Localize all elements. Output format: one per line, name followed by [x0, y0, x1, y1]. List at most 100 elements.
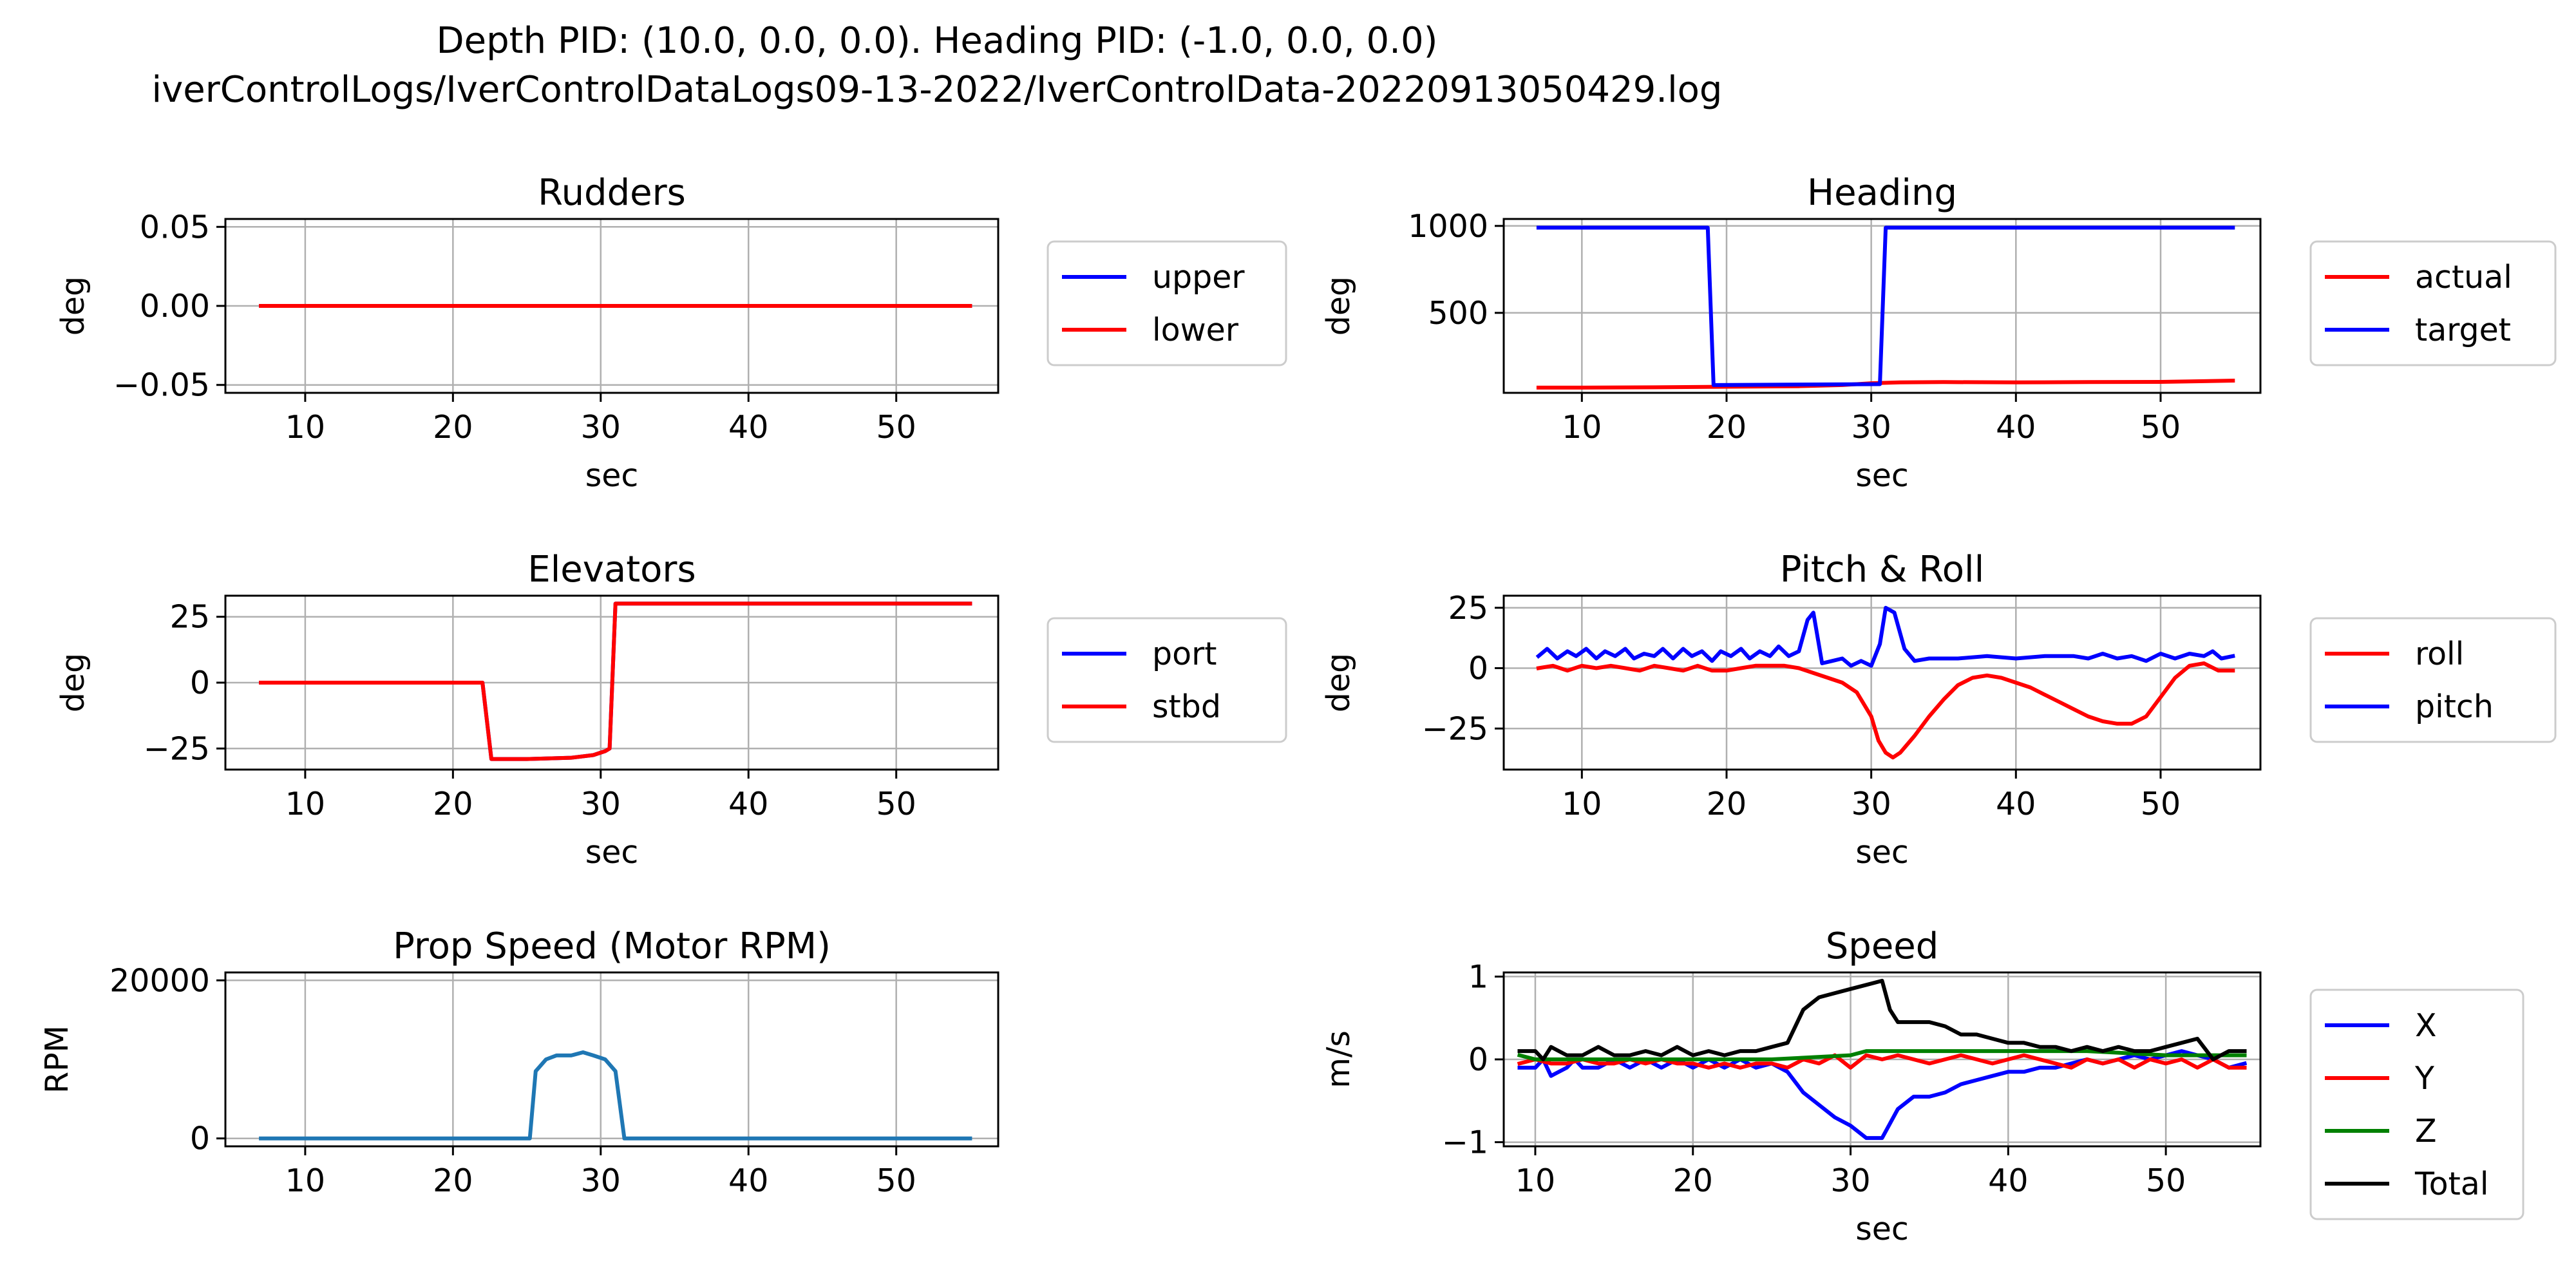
y-tick-label: 0.00 [140, 288, 210, 325]
y-axis-label: RPM [39, 1025, 75, 1094]
axes-frame [224, 971, 999, 1148]
subplot-5: 10 20 30 40 50 −1 0 1 Speed sec m/s XYZ Total [1320, 925, 2524, 1247]
x-tick-label: 30 [581, 786, 621, 822]
legend-box [2309, 240, 2557, 366]
axes-frame [1502, 218, 2262, 394]
legend-label-x: X [2415, 1007, 2437, 1044]
subplot-title: Speed [1826, 925, 1939, 967]
x-axis-label: sec [1855, 834, 1909, 871]
subplot-title: Rudders [538, 172, 686, 214]
figure-title: Depth PID: (10.0, 0.0, 0.0). Heading PID… [436, 20, 1438, 62]
x-tick-label: 50 [2141, 786, 2181, 822]
x-tick-label: 30 [581, 409, 621, 446]
x-tick-label: 50 [876, 409, 916, 446]
figure-subtitle: iverControlLogs/IverControlDataLogs09-13… [151, 69, 1723, 111]
series-line-x [1517, 1049, 2248, 1141]
x-tick-label: 40 [1996, 409, 2036, 446]
legend-box [2309, 617, 2557, 743]
legend-label-lower: lower [1152, 312, 1239, 348]
legend-label-target: target [2415, 312, 2511, 348]
legend-label-total: Total [2414, 1166, 2488, 1202]
y-tick-label: 0 [1468, 650, 1488, 687]
x-tick-label: 10 [285, 786, 325, 822]
subplot-0: 10 20 30 40 50 −0.05 0.00 0.05 Rudders sec deg uppe… [55, 172, 1287, 494]
y-tick-label: 25 [1448, 590, 1488, 627]
x-tick-label: 10 [1562, 786, 1602, 822]
y-axis-label: deg [55, 276, 91, 336]
x-tick-label: 30 [1851, 786, 1891, 822]
legend-box [1046, 240, 1287, 366]
series-line-z [1517, 1049, 2247, 1061]
y-tick-label: 25 [170, 599, 210, 636]
x-axis-label: sec [585, 457, 639, 494]
subplot-1: 10 20 30 40 50 500 1000 Heading sec deg actual targ… [1320, 172, 2557, 494]
legend-label-roll: roll [2415, 636, 2464, 672]
x-tick-label: 50 [2146, 1162, 2186, 1199]
x-tick-label: 10 [285, 1162, 325, 1199]
y-axis-label: deg [1320, 653, 1357, 712]
x-axis-label: sec [1855, 457, 1909, 494]
x-tick-label: 10 [1515, 1162, 1555, 1199]
x-tick-label: 20 [1707, 409, 1747, 446]
legend-label-stbd: stbd [1152, 688, 1221, 725]
y-tick-label: 20000 [109, 962, 210, 999]
series-line-pitch [1535, 605, 2235, 668]
y-tick-label: 500 [1428, 295, 1488, 332]
subplot-2: 10 20 30 40 50 −25 0 25 Elevators sec deg port stbd [55, 549, 1287, 871]
x-tick-label: 40 [728, 409, 768, 446]
series-line-target [1536, 225, 2235, 387]
x-tick-label: 30 [581, 1162, 621, 1199]
legend-label-port: port [1152, 636, 1217, 672]
x-tick-label: 10 [1562, 409, 1602, 446]
y-tick-label: 0 [190, 1121, 210, 1157]
x-tick-label: 40 [1996, 786, 2036, 822]
x-axis-label: sec [1855, 1211, 1909, 1247]
series-line-roll [1536, 661, 2235, 760]
x-tick-label: 30 [1830, 1162, 1870, 1199]
x-tick-label: 20 [1707, 786, 1747, 822]
y-tick-label: 1000 [1408, 208, 1488, 245]
legend-label-z: Z [2415, 1113, 2437, 1150]
x-tick-label: 40 [728, 1162, 768, 1199]
subplot-title: Elevators [527, 549, 696, 591]
legend-box [2309, 989, 2524, 1220]
y-tick-label: −25 [1422, 710, 1488, 747]
subplot-4: 10 20 30 40 50 0 20000 Prop Speed (Motor RPM) RP… [39, 925, 999, 1199]
axes-frame [1502, 594, 2262, 771]
x-tick-label: 20 [433, 1162, 473, 1199]
x-tick-label: 30 [1851, 409, 1891, 446]
x-tick-label: 40 [1988, 1162, 2028, 1199]
x-tick-label: 20 [433, 786, 473, 822]
x-tick-label: 50 [2141, 409, 2181, 446]
legend-box [1046, 617, 1287, 743]
legend-label-pitch: pitch [2415, 688, 2494, 725]
series-line-actual [1536, 379, 2235, 390]
x-tick-label: 50 [876, 786, 916, 822]
x-tick-label: 50 [876, 1162, 916, 1199]
y-axis-label: m/s [1320, 1030, 1357, 1088]
legend-label-y: Y [2414, 1060, 2435, 1097]
y-tick-label: 0 [190, 665, 210, 701]
y-tick-label: −0.05 [113, 367, 210, 404]
subplot-3: 10 20 30 40 50 −25 0 25 Pitch & Roll sec deg roll pi… [1320, 549, 2557, 871]
x-tick-label: 20 [1673, 1162, 1713, 1199]
x-tick-label: 20 [433, 409, 473, 446]
x-axis-label: sec [585, 834, 639, 871]
legend-label-actual: actual [2415, 259, 2512, 296]
y-tick-label: −25 [144, 730, 210, 767]
y-tick-label: 0 [1468, 1041, 1488, 1078]
x-tick-label: 10 [285, 409, 325, 446]
y-tick-label: 1 [1468, 958, 1488, 995]
y-tick-label: −1 [1442, 1124, 1488, 1161]
y-axis-label: deg [55, 653, 91, 712]
series-line-stbd [259, 601, 972, 761]
subplot-title: Heading [1807, 172, 1957, 214]
subplot-title: Pitch & Roll [1780, 549, 1984, 591]
legend-label-upper: upper [1152, 259, 1245, 296]
y-axis-label: deg [1320, 276, 1357, 336]
subplot-title: Prop Speed (Motor RPM) [393, 925, 831, 967]
series-line-total [1517, 978, 2247, 1061]
series-line-data [259, 1050, 972, 1141]
x-tick-label: 40 [728, 786, 768, 822]
